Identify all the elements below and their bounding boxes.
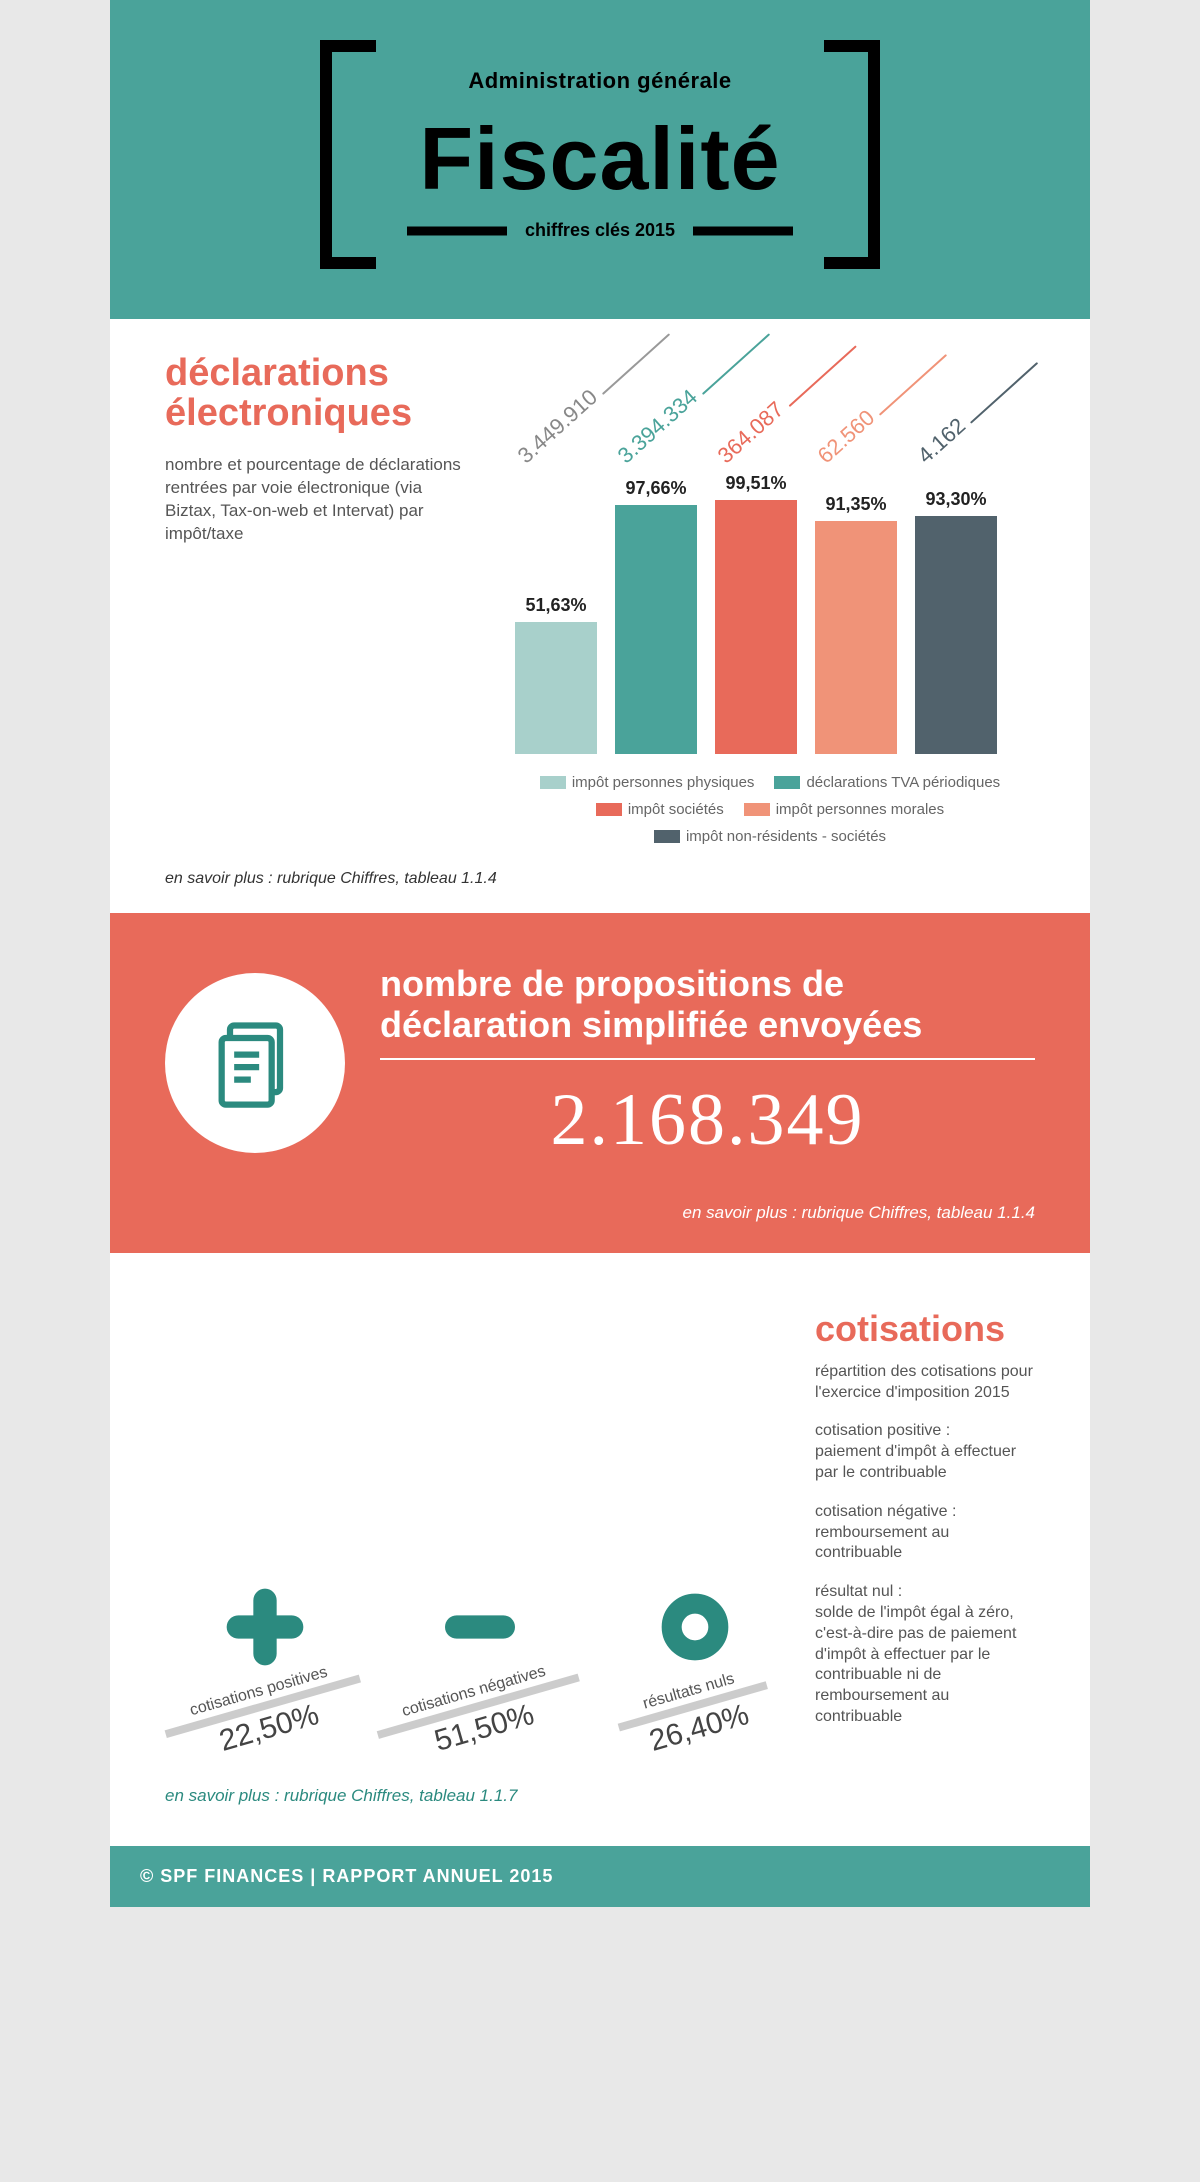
cotisation-item: résultats nuls26,40% — [595, 1582, 795, 1746]
cotisation-definition: résultat nul : solde de l'impôt égal à z… — [815, 1582, 1035, 1728]
cotisation-definition: cotisation négative : remboursement au c… — [815, 1502, 1035, 1564]
header-banner: Administration générale Fiscalité chiffr… — [110, 0, 1090, 319]
bar-pct-label: 93,30% — [925, 489, 986, 510]
sec3-intro: répartition des cotisations pour l'exerc… — [815, 1362, 1035, 1404]
bar-rect — [715, 500, 797, 754]
header-supertitle: Administration générale — [320, 68, 880, 94]
sec2-more-link: en savoir plus : rubrique Chiffres, tabl… — [165, 1203, 1035, 1223]
legend-item: impôt personnes morales — [744, 801, 944, 818]
legend-item: impôt personnes physiques — [540, 774, 755, 791]
cotisation-definition: cotisation positive : paiement d'impôt à… — [815, 1421, 1035, 1483]
bar-pct-label: 99,51% — [725, 473, 786, 494]
bar: 97,66% — [615, 478, 697, 754]
bar-pct-label: 51,63% — [525, 595, 586, 616]
sec2-value: 2.168.349 — [380, 1078, 1035, 1163]
document-icon — [165, 973, 345, 1153]
bar-chart: 3.449.9103.394.334364.08762.5604.162 51,… — [505, 354, 1035, 845]
title-frame: Administration générale Fiscalité chiffr… — [320, 40, 880, 269]
bar-rect — [615, 505, 697, 754]
sec1-more-link: en savoir plus : rubrique Chiffres, tabl… — [110, 860, 1090, 913]
zero-icon — [655, 1582, 735, 1672]
legend-item: déclarations TVA périodiques — [774, 774, 1000, 791]
cotisation-item: cotisations négatives51,50% — [380, 1582, 580, 1746]
legend-item: impôt non-résidents - sociétés — [654, 828, 886, 845]
sec1-desc: nombre et pourcentage de déclarations re… — [165, 454, 475, 546]
section-propositions: nombre de propositions de déclaration si… — [110, 913, 1090, 1253]
bar: 93,30% — [915, 489, 997, 754]
bar-rect — [815, 521, 897, 754]
bar-rect — [915, 516, 997, 754]
bar: 51,63% — [515, 595, 597, 754]
sec3-more-link: en savoir plus : rubrique Chiffres, tabl… — [110, 1766, 1090, 1846]
header-title: Fiscalité — [320, 108, 880, 210]
legend-item: impôt sociétés — [596, 801, 724, 818]
bar-rect — [515, 622, 597, 754]
bar: 91,35% — [815, 494, 897, 754]
sec1-title: déclarations électroniques — [165, 354, 475, 434]
plus-icon — [225, 1582, 305, 1672]
bar-pct-label: 91,35% — [825, 494, 886, 515]
cotisation-item: cotisations positives22,50% — [165, 1582, 365, 1746]
header-subtitle: chiffres clés 2015 — [507, 220, 693, 241]
minus-icon — [440, 1582, 520, 1672]
bar-pct-label: 97,66% — [625, 478, 686, 499]
sec2-title: nombre de propositions de déclaration si… — [380, 963, 1035, 1060]
bar: 99,51% — [715, 473, 797, 754]
sec3-title: cotisations — [815, 1308, 1035, 1350]
section-cotisations: cotisations positives22,50%cotisations n… — [110, 1253, 1090, 1766]
section-declarations: déclarations électroniques nombre et pou… — [110, 319, 1090, 860]
footer: © SPF Finances | Rapport Annuel 2015 — [110, 1846, 1090, 1907]
